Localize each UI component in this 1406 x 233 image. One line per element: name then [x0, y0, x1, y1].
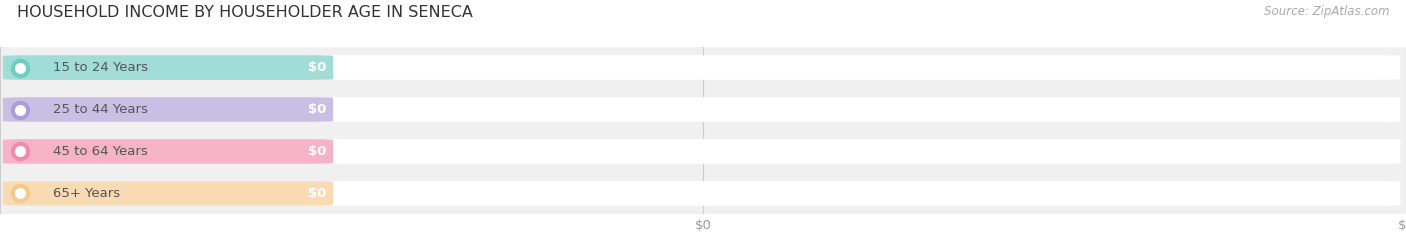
Text: $0: $0 [308, 187, 326, 200]
Text: $0: $0 [308, 145, 326, 158]
FancyBboxPatch shape [3, 139, 333, 164]
Text: 45 to 64 Years: 45 to 64 Years [53, 145, 148, 158]
Text: $0: $0 [308, 61, 326, 74]
FancyBboxPatch shape [3, 55, 333, 80]
FancyBboxPatch shape [3, 55, 1400, 80]
FancyBboxPatch shape [3, 181, 333, 206]
Text: HOUSEHOLD INCOME BY HOUSEHOLDER AGE IN SENECA: HOUSEHOLD INCOME BY HOUSEHOLDER AGE IN S… [17, 5, 472, 20]
Text: 15 to 24 Years: 15 to 24 Years [53, 61, 149, 74]
Text: 25 to 44 Years: 25 to 44 Years [53, 103, 148, 116]
Text: $0: $0 [308, 103, 326, 116]
FancyBboxPatch shape [3, 139, 1400, 164]
Text: Source: ZipAtlas.com: Source: ZipAtlas.com [1264, 5, 1389, 18]
FancyBboxPatch shape [3, 97, 333, 122]
FancyBboxPatch shape [3, 181, 1400, 206]
FancyBboxPatch shape [3, 97, 1400, 122]
Text: 65+ Years: 65+ Years [53, 187, 121, 200]
